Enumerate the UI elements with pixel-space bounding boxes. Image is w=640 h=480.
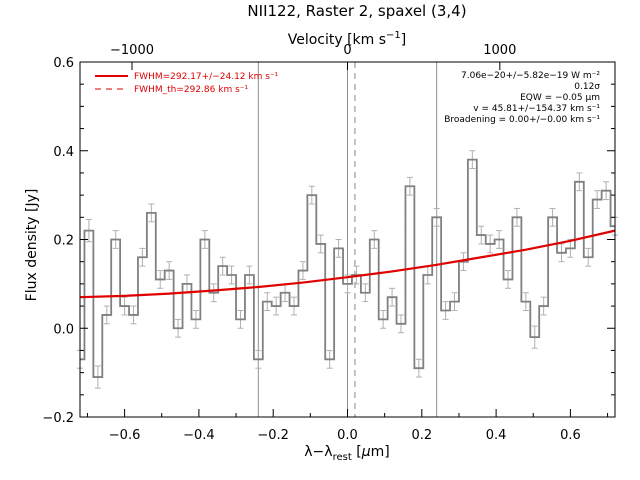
- annotation-eqw: EQW = −0.05 μm: [520, 93, 600, 103]
- annotation-velocity: v = 45.81+/−154.37 km s⁻¹: [473, 104, 600, 114]
- top-x-tick-label: 0: [343, 43, 351, 58]
- annotation-broadening: Broadening = 0.00+/−0.00 km s⁻¹: [444, 115, 600, 125]
- y-tick-label: 0.2: [53, 234, 74, 249]
- annotations: 7.06e−20+/−5.82e−19 W m⁻² 0.12σ EQW = −0…: [444, 71, 600, 125]
- vertical-reference-lines: [257, 62, 438, 417]
- y-tick-label: 0.0: [53, 322, 74, 337]
- annotation-sigma: 0.12σ: [574, 82, 600, 92]
- axis-ticks: [80, 61, 615, 418]
- chart-title: NII122, Raster 2, spaxel (3,4): [247, 2, 466, 20]
- legend-label-fwhm: FWHM=292.17+/−24.12 km s⁻¹: [134, 72, 279, 82]
- fit-curve: [79, 229, 616, 299]
- top-x-tick-label: −1000: [110, 43, 154, 58]
- top-axis-title: Velocity [km s−1]: [288, 30, 407, 48]
- x-tick-label: 0.4: [486, 428, 507, 443]
- x-axis-title: λ−λrest [μm]: [304, 444, 389, 463]
- y-tick-label: 0.4: [53, 145, 74, 160]
- x-tick-label: −0.6: [109, 428, 141, 443]
- legend-label-fwhm-th: FWHM_th=292.86 km s⁻¹: [134, 85, 249, 95]
- annotation-flux: 7.06e−20+/−5.82e−19 W m⁻²: [461, 71, 600, 81]
- x-tick-label: 0.0: [337, 428, 358, 443]
- y-axis-title: Flux density [Jy]: [24, 189, 40, 302]
- x-tick-label: −0.2: [257, 428, 289, 443]
- axis-tick-labels: −0.6 −0.4 −0.2 0.0 0.2 0.4 0.6 −0.2 0.0 0.2 0.4 0.6…: [42, 43, 580, 443]
- spectrum-histogram: [80, 158, 615, 378]
- x-tick-label: 0.6: [560, 428, 581, 443]
- legend: FWHM=292.17+/−24.12 km s⁻¹ FWHM_th=292.8…: [95, 72, 279, 95]
- top-x-tick-label: 1000: [483, 43, 516, 58]
- y-tick-label: 0.6: [53, 56, 74, 71]
- x-tick-label: 0.2: [411, 428, 432, 443]
- y-tick-label: −0.2: [42, 411, 74, 426]
- x-tick-label: −0.4: [183, 428, 215, 443]
